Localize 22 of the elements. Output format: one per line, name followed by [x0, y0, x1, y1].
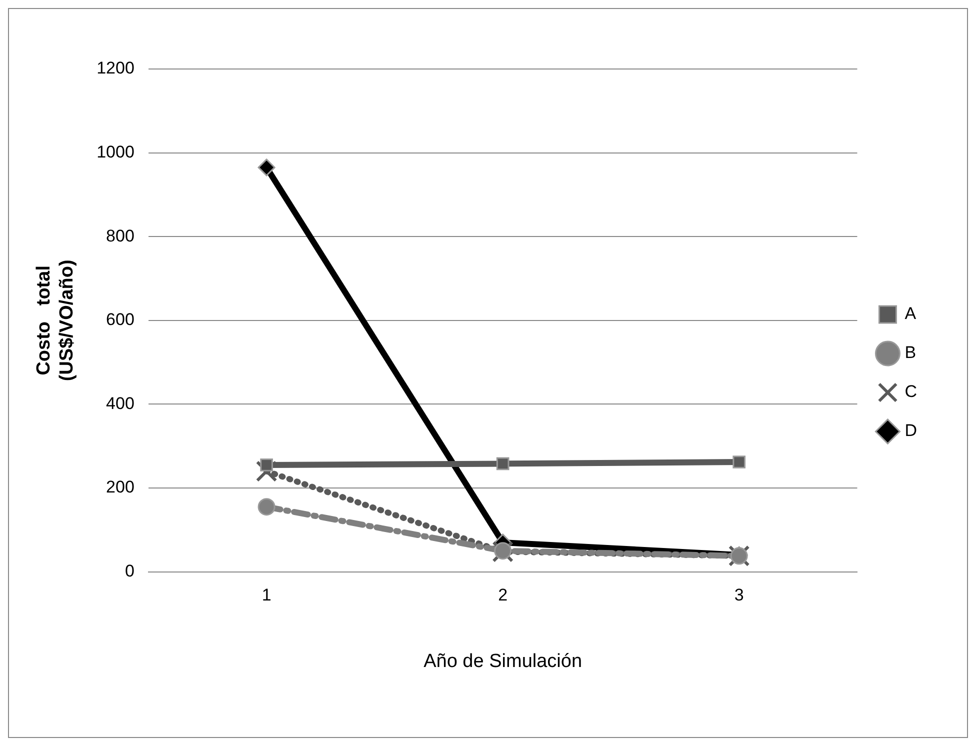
- point: [496, 457, 510, 470]
- x-axis-title: Año de Simulación: [424, 650, 582, 672]
- y-axis-title: Costo total (US$/VO/año): [34, 260, 78, 382]
- legend-label: C: [904, 382, 918, 402]
- point: [256, 460, 278, 482]
- y-tick-label: 1000: [96, 142, 134, 162]
- x-tick-label: 2: [498, 586, 508, 605]
- legend-label: D: [904, 421, 918, 440]
- y-tick-label: 1200: [96, 58, 134, 78]
- y-tick-label: 400: [106, 394, 134, 413]
- point: [258, 158, 276, 176]
- point: [260, 458, 273, 472]
- y-tick-label: 0: [124, 561, 134, 580]
- x-tick-label: 3: [734, 586, 744, 605]
- point: [258, 498, 276, 516]
- x-tick-label: 1: [262, 586, 272, 605]
- y-tick-label: 200: [106, 478, 134, 497]
- legend-label: B: [904, 343, 916, 362]
- y-tick-label: 600: [106, 310, 134, 330]
- y-tick-label: 800: [106, 226, 134, 246]
- point: [732, 456, 746, 468]
- legend-label: A: [904, 304, 917, 324]
